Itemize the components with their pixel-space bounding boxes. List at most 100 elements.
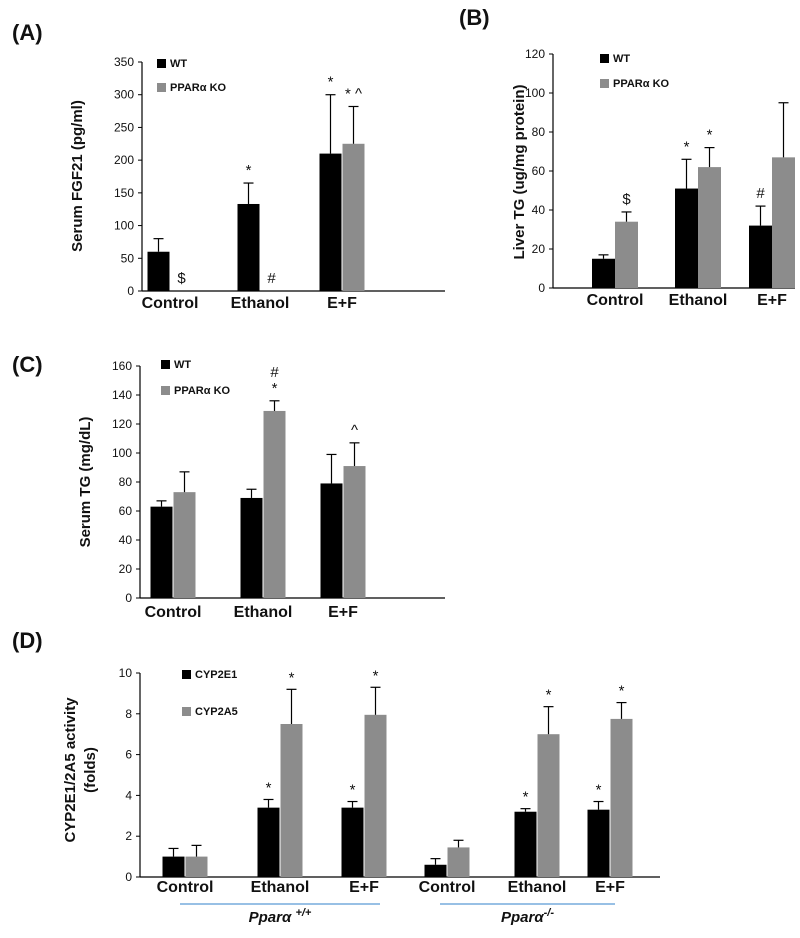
panel-a-annotation: * — [246, 162, 252, 179]
panel-c-legend-label: WT — [174, 359, 191, 371]
panel-a-y-tick-label: 0 — [127, 284, 134, 298]
panel-d-annotation: * — [523, 789, 529, 806]
panel-b-y-tick-label: 20 — [532, 242, 546, 256]
panel-c-category-label: E+F — [328, 604, 358, 621]
panel-c-bar-series1 — [150, 506, 173, 598]
panel-a-legend-label: WT — [170, 58, 187, 70]
panel-d-bar-series1 — [514, 811, 537, 877]
panel-c-y-tick-label: 120 — [112, 417, 132, 431]
panel-a-annotation: # — [267, 270, 276, 287]
panel-c-y-tick-label: 160 — [112, 359, 132, 373]
panel-c-y-tick-label: 0 — [125, 591, 132, 605]
panel-d-category-label: E+F — [595, 879, 625, 896]
panel-d-category-label: Control — [157, 879, 214, 896]
panel-d-y-tick-label: 4 — [125, 788, 132, 802]
panel-d-bar-series1 — [257, 807, 280, 877]
panel-a-y-axis-label: Serum FGF21 (pg/ml) — [69, 100, 86, 252]
panel-d-annotation: * — [289, 669, 295, 686]
panel-d-bar-series2 — [610, 718, 633, 877]
panel-a-legend-swatch — [157, 59, 166, 68]
panel-d-bar-series1 — [162, 856, 185, 877]
panel-d-legend-label: CYP2E1 — [195, 669, 237, 681]
panel-d-bar-series2 — [537, 734, 560, 877]
panel-c-annotation: # — [270, 364, 279, 381]
panel-b-bar-series2 — [615, 221, 638, 288]
panel-d-bar-series2 — [185, 856, 208, 877]
panel-b-category-label: Control — [587, 292, 644, 309]
panel-a-y-tick-label: 100 — [114, 219, 134, 233]
panel-c-category-label: Control — [145, 604, 202, 621]
panel-a-legend-swatch — [157, 83, 166, 92]
panel-b-y-tick-label: 0 — [538, 281, 545, 295]
panel-b-annotation: * — [684, 138, 690, 155]
panel-d-category-label: Control — [419, 879, 476, 896]
panel-a-annotation: $ — [177, 270, 186, 287]
panel-b-legend-label: WT — [613, 53, 630, 65]
panel-b-y-tick-label: 40 — [532, 203, 546, 217]
panel-b-y-tick-label: 60 — [532, 164, 546, 178]
panel-d-annotation: * — [546, 687, 552, 704]
panel-a-bar-series2 — [342, 143, 365, 291]
panel-a-label: (A) — [12, 20, 43, 45]
panel-d-bar-series1 — [341, 807, 364, 877]
panel-d-bar-series2 — [364, 714, 387, 877]
panel-b-bar-series1 — [592, 258, 615, 288]
panel-a-bar-series1 — [237, 203, 260, 291]
panel-b-y-tick-label: 120 — [525, 47, 545, 61]
panel-a-y-tick-label: 250 — [114, 120, 134, 134]
panel-d-y-tick-label: 8 — [125, 707, 132, 721]
panel-a-category-label: E+F — [327, 295, 357, 312]
panel-a-annotation: * — [328, 74, 334, 91]
panel-d-annotation: * — [596, 782, 602, 799]
panel-d-y-tick-label: 6 — [125, 748, 132, 762]
panel-a-bar-series1 — [147, 251, 170, 291]
panel-c-bar-series2 — [263, 410, 286, 598]
panel-b-annotation: $ — [622, 191, 631, 208]
panel-d-group-label-superscript: +/+ — [295, 907, 311, 919]
panel-a-category-label: Control — [142, 295, 199, 312]
panel-c-bar-series2 — [343, 466, 366, 598]
panel-b-y-tick-label: 100 — [525, 86, 545, 100]
panel-a-category-label: Ethanol — [231, 295, 290, 312]
panel-d-annotation: * — [619, 683, 625, 700]
panel-c-y-tick-label: 40 — [119, 533, 133, 547]
panel-c-y-tick-label: 60 — [119, 504, 133, 518]
panel-c-legend-swatch — [161, 360, 170, 369]
panel-d-category-label: Ethanol — [508, 879, 567, 896]
panel-c-bar-series2 — [173, 492, 196, 598]
panel-a-bar-series1 — [319, 153, 342, 291]
panel-d-y-axis-label: CYP2E1/2A5 activity — [62, 697, 79, 843]
panel-b-category-label: E+F — [757, 292, 787, 309]
panel-c-y-tick-label: 140 — [112, 388, 132, 402]
panel-b-bar-series2 — [772, 157, 795, 288]
panel-d-category-label: E+F — [349, 879, 379, 896]
panel-d-legend-swatch — [182, 670, 191, 679]
panel-d-y-tick-label: 0 — [125, 870, 132, 884]
panel-b-category-label: Ethanol — [669, 292, 728, 309]
panel-b-legend-swatch — [600, 54, 609, 63]
panel-d-group-label-base: Pparα — [501, 909, 544, 926]
panel-d-bar-series1 — [424, 864, 447, 877]
panel-a-y-tick-label: 50 — [121, 251, 135, 265]
panel-d-group-label-superscript: -/- — [544, 907, 555, 919]
panel-d-label: (D) — [12, 628, 43, 653]
panel-c-category-label: Ethanol — [234, 604, 293, 621]
panel-b-bar-series1 — [675, 188, 698, 288]
panel-d-y-tick-label: 10 — [119, 666, 133, 680]
panel-b-y-tick-label: 80 — [532, 125, 546, 139]
panel-b-legend-label: PPARα KO — [613, 78, 670, 90]
panel-d-bar-series2 — [447, 847, 470, 877]
panel-c-y-tick-label: 20 — [119, 562, 133, 576]
panel-b-legend-swatch — [600, 79, 609, 88]
panel-b-annotation: * — [707, 127, 713, 144]
panel-b-label: (B) — [459, 5, 490, 30]
panel-c-y-tick-label: 100 — [112, 446, 132, 460]
panel-d-y-tick-label: 2 — [125, 829, 132, 843]
panel-d-group-label: Pparα +/+ — [249, 907, 312, 926]
panel-d-y-axis-label: (folds) — [82, 747, 99, 793]
panel-a-y-tick-label: 300 — [114, 88, 134, 102]
panel-d-annotation: * — [350, 782, 356, 799]
panel-a-y-tick-label: 350 — [114, 55, 134, 69]
panel-d-group-label: Pparα-/- — [501, 907, 554, 926]
